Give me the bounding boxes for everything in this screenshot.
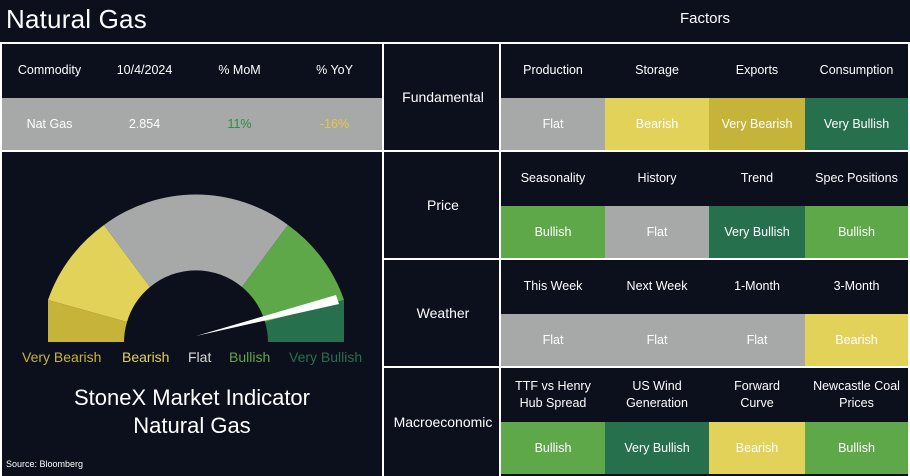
factor-trend: Trend [740,170,774,185]
row-label-macroeconomic: Macroeconomic [393,414,493,430]
indicator-title-line1: StoneX Market Indicator [73,385,310,410]
factor-newcastle-coal: Newcastle Coal Prices [813,379,900,410]
gauge-segment-very-bullish [265,300,344,342]
factor-storage: Storage [635,62,679,77]
left-border [0,42,2,476]
signal-3-month: Bearish [805,314,908,366]
gauge-needle [196,295,339,336]
sentiment-gauge [48,194,344,342]
commodity-header: Commodity [17,63,82,77]
signal-newcastle-coal: Bullish [805,422,908,474]
signal-this-week: Flat [501,314,605,366]
page-title: Natural Gas [6,4,147,34]
yoy-value: -16% [319,117,350,131]
row-divider-2 [384,258,910,260]
factor-production: Production [523,62,583,77]
mom-value: 11% [227,117,252,131]
date-header: 10/4/2024 [116,63,173,77]
legend-bullish: Bullish [229,349,271,365]
factor-exports: Exports [735,62,779,77]
legend-flat: Flat [188,349,212,365]
commodity-row [2,98,382,150]
mom-header: % MoM [218,63,261,77]
factor-ttf-spread: TTF vs Henry Hub Spread [515,379,591,410]
legend-very-bearish: Very Bearish [22,349,102,365]
signal-exports: Very Bearish [709,98,805,150]
factor-us-wind: US Wind Generation [626,379,688,410]
signal-forward-curve: Bearish [709,422,805,474]
factor-this-week: This Week [523,278,583,293]
signal-next-week: Flat [605,314,709,366]
signal-seasonality: Bullish [501,206,605,258]
signal-storage: Bearish [605,98,709,150]
factor-forward-curve: Forward Curve [734,379,780,410]
commodity-divider [0,150,384,152]
source-note: Source: Bloomberg [6,459,84,469]
top-divider [0,42,910,44]
indicator-title-line2: Natural Gas [133,413,251,438]
signal-1-month: Flat [709,314,805,366]
factors-title: Factors [679,10,730,27]
legend-very-bullish: Very Bullish [289,349,363,365]
row-label-weather: Weather [416,305,470,321]
factor-1-month: 1-Month [734,278,780,293]
signal-history: Flat [605,206,709,258]
factor-seasonality: Seasonality [520,170,586,185]
factor-history: History [637,170,677,185]
price-value: 2.854 [128,117,161,131]
row-label-price: Price [427,197,459,213]
factor-next-week: Next Week [626,278,688,293]
indicator-title: StoneX Market Indicator Natural Gas [0,384,384,440]
legend-bearish: Bearish [122,349,170,365]
gauge-segment-bullish [242,225,344,322]
gauge-segment-bearish [48,225,150,322]
signal-production: Flat [501,98,605,150]
row-divider-3 [384,366,910,368]
signal-ttf-spread: Bullish [501,422,605,474]
row-divider-1 [384,150,910,152]
gauge-segment-flat [104,194,288,287]
signal-consumption: Very Bullish [805,98,908,150]
yoy-header: % YoY [316,63,353,77]
panel-divider [382,42,384,476]
factor-consumption: Consumption [819,62,894,77]
commodity-name: Nat Gas [26,117,73,131]
row-label-fundamental: Fundamental [402,89,484,105]
factor-3-month: 3-Month [833,278,880,293]
signal-trend: Very Bullish [709,206,805,258]
signal-us-wind: Very Bullish [605,422,709,474]
gauge-segment-very-bearish [48,300,127,342]
factor-spec-positions: Spec Positions [815,170,898,185]
signal-spec-positions: Bullish [805,206,908,258]
